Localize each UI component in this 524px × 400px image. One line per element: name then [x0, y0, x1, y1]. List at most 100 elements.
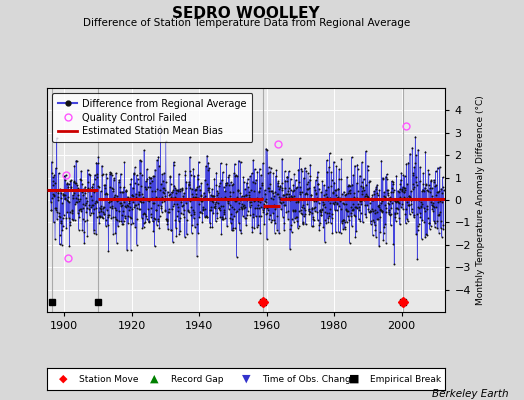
Point: [299, 202, 308, 209]
Point: [94, 160, 102, 166]
Point: [326, 200, 335, 206]
Point: [202, 163, 210, 169]
Point: [425, 220, 433, 226]
Point: [209, 198, 217, 205]
Point: [187, 204, 195, 210]
Point: [93, 171, 101, 177]
Point: [439, 184, 447, 190]
Point: [73, 198, 81, 205]
Point: [299, 220, 308, 226]
Point: [436, 209, 444, 215]
Point: [435, 164, 444, 170]
Point: [212, 169, 221, 176]
Point: [403, 194, 411, 201]
Point: [234, 188, 242, 194]
Point: [316, 212, 325, 218]
Point: [350, 190, 358, 196]
Point: [255, 213, 263, 219]
Point: [190, 172, 199, 179]
Point: [200, 195, 209, 202]
Point: [421, 234, 429, 240]
Point: [118, 202, 127, 208]
Point: [69, 179, 78, 186]
Point: [232, 197, 240, 204]
Point: [69, 192, 77, 198]
Point: [319, 223, 328, 230]
Point: [390, 214, 399, 220]
Point: [394, 197, 402, 203]
Point: [330, 158, 338, 165]
Point: [54, 197, 62, 203]
Point: [292, 199, 301, 205]
Point: [345, 240, 354, 246]
Point: [187, 168, 195, 175]
Point: [189, 207, 197, 213]
Point: [214, 200, 222, 206]
Point: [172, 233, 181, 240]
Point: [208, 186, 216, 192]
Point: [156, 122, 165, 129]
Text: Empirical Break: Empirical Break: [370, 374, 441, 384]
Point: [120, 199, 128, 205]
Point: [139, 194, 147, 200]
Point: [152, 207, 160, 213]
Point: [407, 188, 416, 195]
Point: [355, 203, 363, 210]
Point: [385, 201, 394, 207]
Point: [87, 204, 95, 210]
Point: [419, 186, 427, 193]
Point: [106, 204, 114, 210]
Point: [290, 171, 298, 177]
Point: [124, 219, 132, 226]
Point: [238, 193, 246, 199]
Point: [243, 175, 252, 182]
Point: [146, 180, 155, 187]
Point: [388, 181, 397, 188]
Point: [84, 188, 92, 194]
Point: [245, 188, 253, 195]
Point: [387, 211, 395, 218]
Point: [52, 207, 60, 213]
Point: [433, 218, 441, 224]
Point: [201, 177, 209, 183]
Point: [263, 205, 271, 212]
Point: [380, 194, 389, 200]
Point: [185, 182, 193, 188]
Point: [373, 190, 381, 196]
Point: [145, 219, 153, 226]
Point: [298, 211, 307, 217]
Point: [131, 224, 139, 230]
Point: [266, 168, 274, 175]
Point: [233, 208, 242, 214]
Point: [192, 191, 200, 197]
Point: [198, 198, 206, 204]
Point: [132, 202, 140, 208]
Point: [390, 261, 398, 267]
Point: [228, 227, 237, 234]
Point: [147, 213, 155, 220]
Point: [338, 218, 346, 224]
Point: [280, 201, 288, 208]
Point: [91, 176, 99, 182]
Point: [356, 210, 365, 216]
Point: [376, 214, 385, 220]
Point: [291, 177, 300, 183]
Point: [190, 210, 199, 217]
Point: [69, 217, 78, 223]
Point: [383, 187, 391, 193]
Point: [347, 223, 356, 229]
Point: [366, 209, 374, 216]
Point: [275, 194, 283, 200]
Point: [220, 209, 228, 216]
Point: [291, 215, 299, 221]
Point: [433, 164, 442, 171]
Point: [189, 194, 197, 200]
Point: [213, 214, 221, 221]
Point: [392, 198, 400, 205]
Point: [141, 186, 150, 192]
Point: [116, 203, 125, 209]
Point: [380, 189, 388, 195]
Point: [328, 211, 336, 218]
Point: [286, 226, 294, 233]
Point: [161, 193, 169, 200]
